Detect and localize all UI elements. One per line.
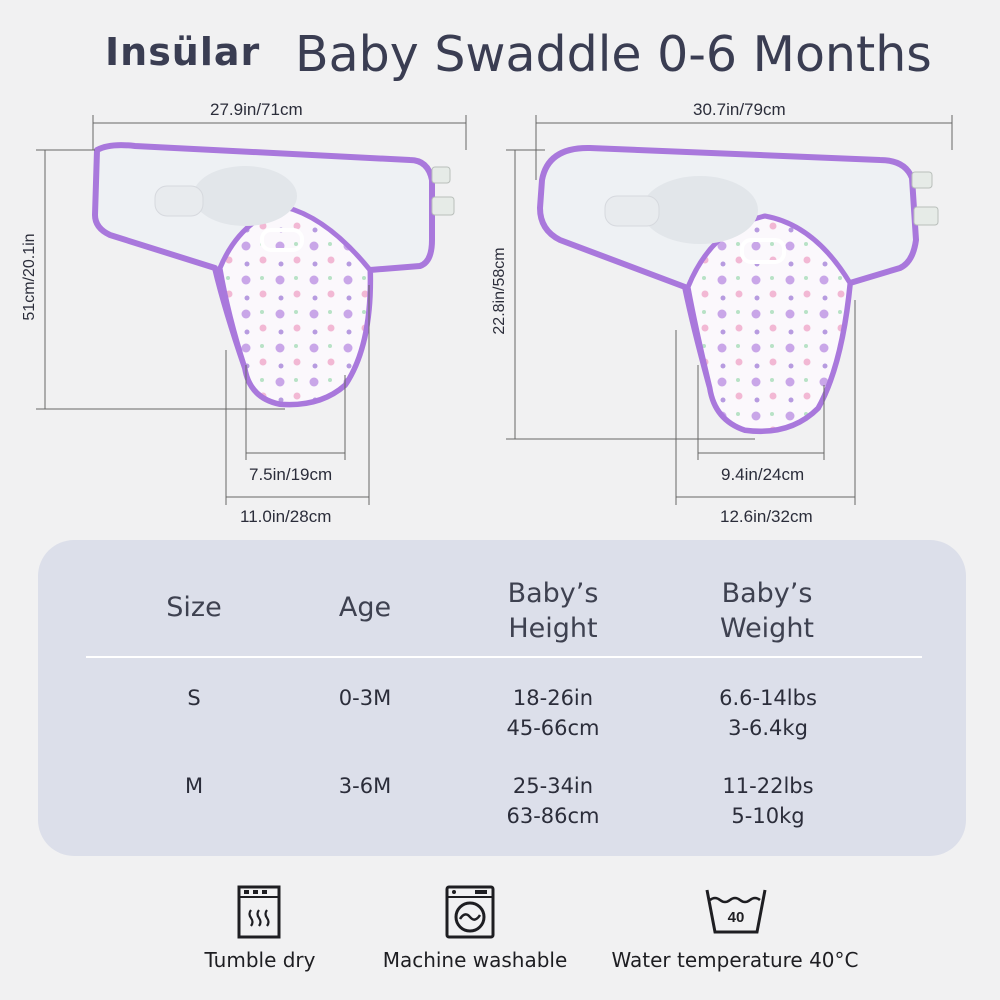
tumble-dry-label: Tumble dry (204, 948, 316, 972)
swaddle-diagrams (36, 115, 953, 505)
row-s-weight: 6.6-14lbs 3-6.4kg (719, 686, 817, 740)
tumble-dry-icon (237, 885, 281, 939)
row-s-age: 0-3M (338, 686, 392, 710)
medium-bottom-outer-label: 12.6in/32cm (720, 507, 813, 526)
small-bottom-outer-label: 11.0in/28cm (240, 507, 332, 526)
swaddle-small-illustration (92, 142, 455, 408)
water-temperature-icon: 40 (705, 889, 767, 934)
header-weight: Baby’s Weight (719, 578, 815, 644)
page-title: Baby Swaddle 0-6 Months (295, 26, 932, 83)
row-m-age: 3-6M (338, 774, 392, 798)
small-width-label: 27.9in/71cm (210, 100, 303, 119)
water-temperature-value: 40 (728, 909, 745, 926)
row-m-height: 25-34in 63-86cm (506, 774, 600, 828)
row-m-size: M (184, 774, 204, 798)
medium-height-label: 22.8in/58cm (491, 247, 508, 335)
row-s-size: S (187, 686, 201, 710)
header-height: Baby’s Height (507, 578, 599, 644)
small-bottom-inner-label: 7.5in/19cm (249, 465, 333, 484)
water-temperature-label: Water temperature 40°C (611, 948, 859, 972)
machine-wash-label: Machine washable (382, 948, 568, 972)
medium-width-label: 30.7in/79cm (693, 100, 786, 119)
row-s-height: 18-26in 45-66cm (506, 686, 600, 740)
size-chart-panel (38, 540, 966, 856)
header-size: Size (166, 592, 222, 623)
table-divider (86, 656, 922, 658)
brand-logo: Insülar (105, 30, 261, 74)
small-height-label: 51cm/20.1in (21, 233, 38, 321)
machine-wash-icon (445, 885, 495, 939)
row-m-weight: 11-22lbs 5-10kg (722, 774, 814, 828)
header-age: Age (338, 592, 392, 623)
medium-bottom-inner-label: 9.4in/24cm (721, 465, 805, 484)
swaddle-medium-illustration (537, 144, 939, 435)
